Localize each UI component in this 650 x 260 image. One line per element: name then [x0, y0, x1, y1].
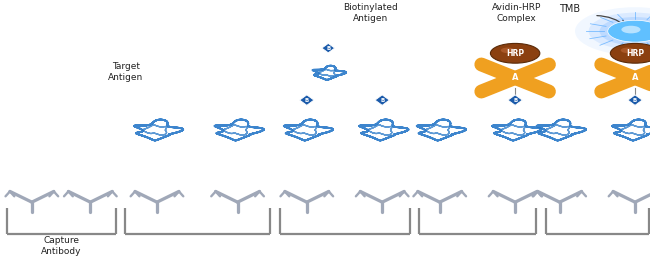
Circle shape [610, 43, 650, 63]
Polygon shape [508, 95, 523, 105]
Text: Avidin-HRP
Complex: Avidin-HRP Complex [492, 3, 541, 23]
Circle shape [608, 20, 650, 42]
Circle shape [621, 48, 634, 53]
Polygon shape [322, 43, 335, 53]
Polygon shape [481, 87, 493, 92]
Polygon shape [375, 95, 389, 105]
Circle shape [490, 43, 540, 63]
Text: B: B [305, 98, 309, 103]
Circle shape [575, 7, 650, 55]
Polygon shape [601, 87, 612, 92]
Text: B: B [513, 98, 517, 103]
Polygon shape [481, 64, 493, 69]
Polygon shape [601, 64, 612, 69]
Text: TMB: TMB [560, 4, 580, 14]
Circle shape [589, 13, 650, 50]
Polygon shape [300, 95, 314, 105]
Circle shape [599, 17, 650, 46]
Text: Target
Antigen: Target Antigen [108, 62, 144, 82]
Text: B: B [633, 98, 637, 103]
Polygon shape [538, 64, 549, 69]
Text: A: A [632, 74, 638, 82]
Circle shape [500, 48, 515, 53]
Text: HRP: HRP [626, 49, 644, 58]
Text: A: A [512, 74, 519, 82]
Polygon shape [538, 87, 549, 92]
Text: B: B [380, 98, 384, 103]
Text: B: B [326, 46, 330, 51]
Polygon shape [628, 95, 642, 105]
Text: Biotinylated
Antigen: Biotinylated Antigen [343, 3, 398, 23]
Text: Capture
Antibody: Capture Antibody [41, 236, 81, 256]
Circle shape [621, 26, 640, 33]
Text: HRP: HRP [506, 49, 524, 58]
